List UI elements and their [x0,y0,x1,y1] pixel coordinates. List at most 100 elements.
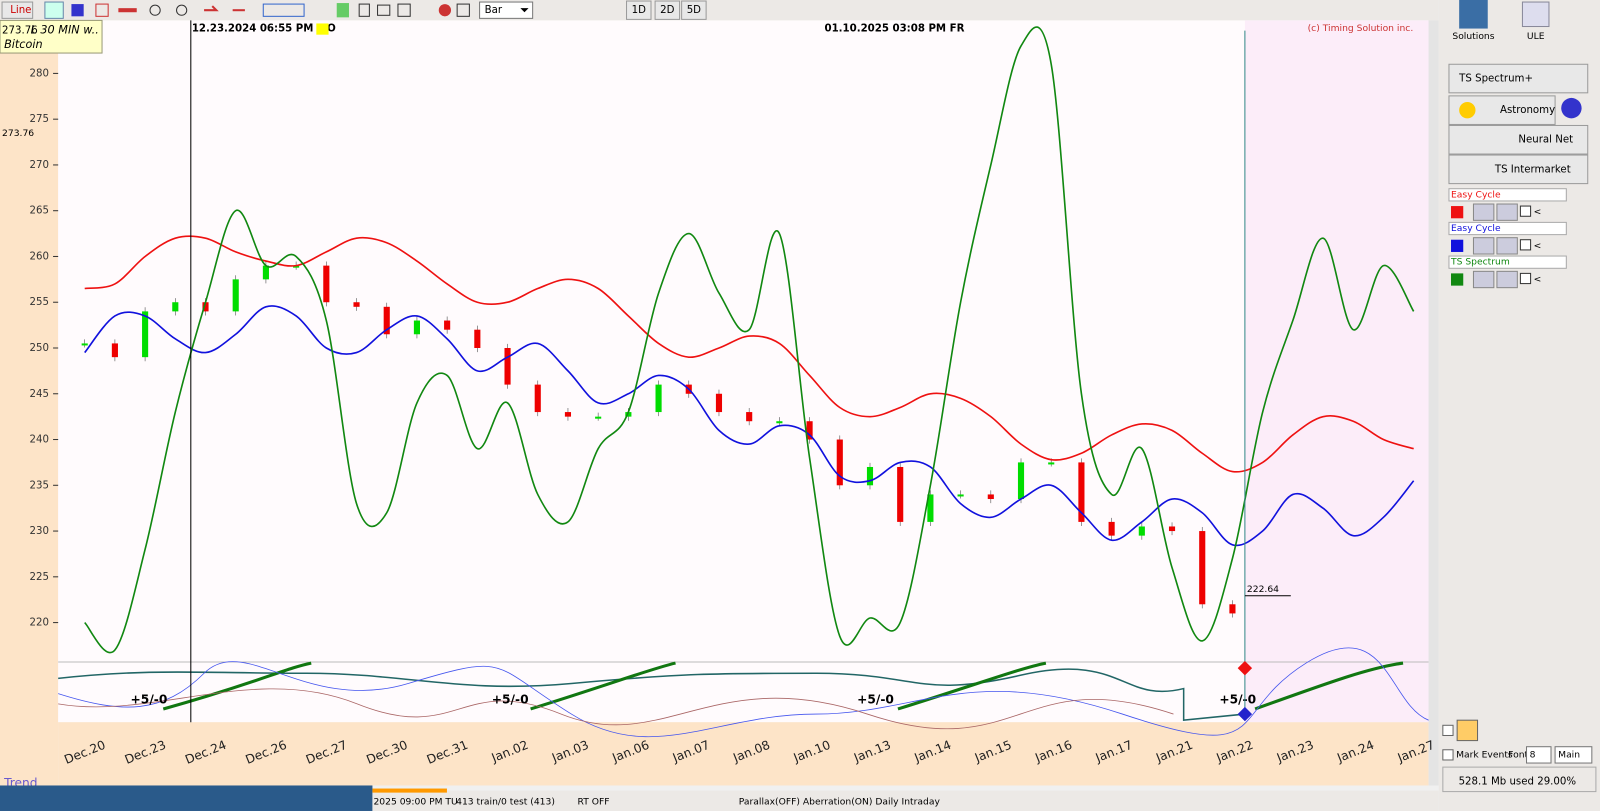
legend-name: Easy Cycle [1451,189,1501,200]
legend-swatch [1451,273,1464,286]
y-tick-label: 235 [30,480,49,491]
candle [897,466,904,522]
candle [413,320,420,335]
oscillator-panel [58,647,1429,738]
icon-button[interactable] [1456,719,1479,742]
legend-button [1472,270,1495,289]
candle [474,329,481,348]
legend-header [1448,188,1567,202]
candle [353,302,360,307]
legend-header [1448,255,1567,269]
x-axis-panel [58,722,1429,786]
candle [1199,531,1206,605]
status-time: 2025 09:00 PM TU [373,796,457,807]
mark-events: Mark Events [1456,749,1513,760]
mode-label: Line [10,5,31,16]
legend-name: Easy Cycle [1451,223,1501,234]
range-label: 5D [687,5,701,16]
legend-button [1496,203,1518,221]
mode-button[interactable] [1,1,34,19]
y-axis-panel [0,20,59,786]
candle [987,494,994,500]
bar-type-label: Bar [485,5,503,16]
y-tick-label: 240 [30,435,49,446]
price-marker: 273.76 [2,26,38,37]
legend-button [1472,237,1495,255]
range-label: 1D [632,5,646,16]
solutions-icon[interactable] [1459,0,1488,29]
range-button[interactable] [626,0,652,20]
progress [372,788,447,793]
module-icon [1561,97,1582,119]
legend: Easy Cycle < Easy Cycle < TS Spectrum < [1448,188,1567,289]
scrollbar[interactable] [1428,20,1439,786]
candle [383,306,390,335]
candle [534,384,541,413]
candle [836,439,843,486]
legend-header [1448,221,1567,236]
y-tick-label: 270 [30,160,49,171]
legend-button [1496,237,1518,255]
candle [866,466,874,486]
candle [262,265,269,280]
price-marker: 273.76 [2,128,34,139]
legend-check [1519,205,1532,217]
legend-check-label: < [1534,240,1542,251]
module-label: TS Intermarket [1494,164,1571,175]
plot-area [58,20,1429,723]
candle [1108,521,1115,536]
candle [323,265,330,303]
module-button[interactable] [1448,124,1589,155]
y-tick-label: 260 [30,251,49,262]
candle [81,343,88,346]
y-tick-label: 250 [30,343,49,354]
y-tick-label: 245 [30,389,49,400]
cycle-line [84,305,1415,547]
cursor-date: 01.10.2025 03:08 PM FR [824,24,964,35]
font-label: Font [1508,749,1528,760]
last-price: 222.64 [1247,584,1279,595]
bar-type-select[interactable] [479,1,534,19]
y-tick-label: 275 [30,114,49,125]
candle [1078,462,1085,522]
candle [1138,526,1145,536]
candle [564,412,572,417]
cycle-line [84,26,1415,654]
cursor-date: 12.23.2024 06:55 PM MO [192,24,336,35]
font-size: 8 [1530,749,1536,760]
legend-swatch [1451,206,1464,219]
font-target-select[interactable] [1554,746,1593,764]
font-size-input[interactable] [1526,746,1552,764]
range-button[interactable] [654,0,681,20]
legend-swatch [1451,239,1464,252]
solutions-label: Solutions [1452,31,1494,42]
cycle-line [84,235,1414,473]
dropdown-arrow [520,8,529,13]
legend-check-label: < [1534,274,1542,285]
tool-icons [44,1,470,19]
candle [142,311,149,358]
module-label: Neural Net [1518,135,1573,146]
y-tick-label: 230 [30,526,49,537]
range-button[interactable] [681,0,707,20]
forecast-area [1244,20,1429,723]
checkbox[interactable] [1442,724,1454,737]
module-label: Astronomy [1500,105,1555,116]
module-button[interactable] [1448,154,1589,185]
marker [1237,660,1253,676]
color-flag [316,23,329,35]
status-info: Parallax(OFF) Aberration(ON) Daily Intra… [739,796,941,807]
ule-icon[interactable] [1521,1,1550,28]
status-rt: RT OFF [578,796,610,807]
taskbar [0,785,373,811]
legend-check-label: < [1534,207,1542,218]
candle [625,412,632,417]
candle [293,265,300,268]
y-tick-label: 265 [30,206,49,217]
candle [595,416,602,419]
candle [776,421,783,424]
candle [715,393,723,413]
module-button[interactable] [1448,63,1589,94]
checkbox[interactable] [1442,749,1454,761]
